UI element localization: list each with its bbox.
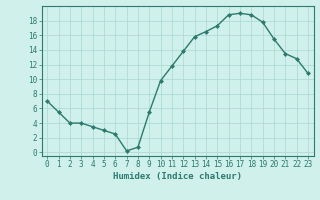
- X-axis label: Humidex (Indice chaleur): Humidex (Indice chaleur): [113, 172, 242, 181]
